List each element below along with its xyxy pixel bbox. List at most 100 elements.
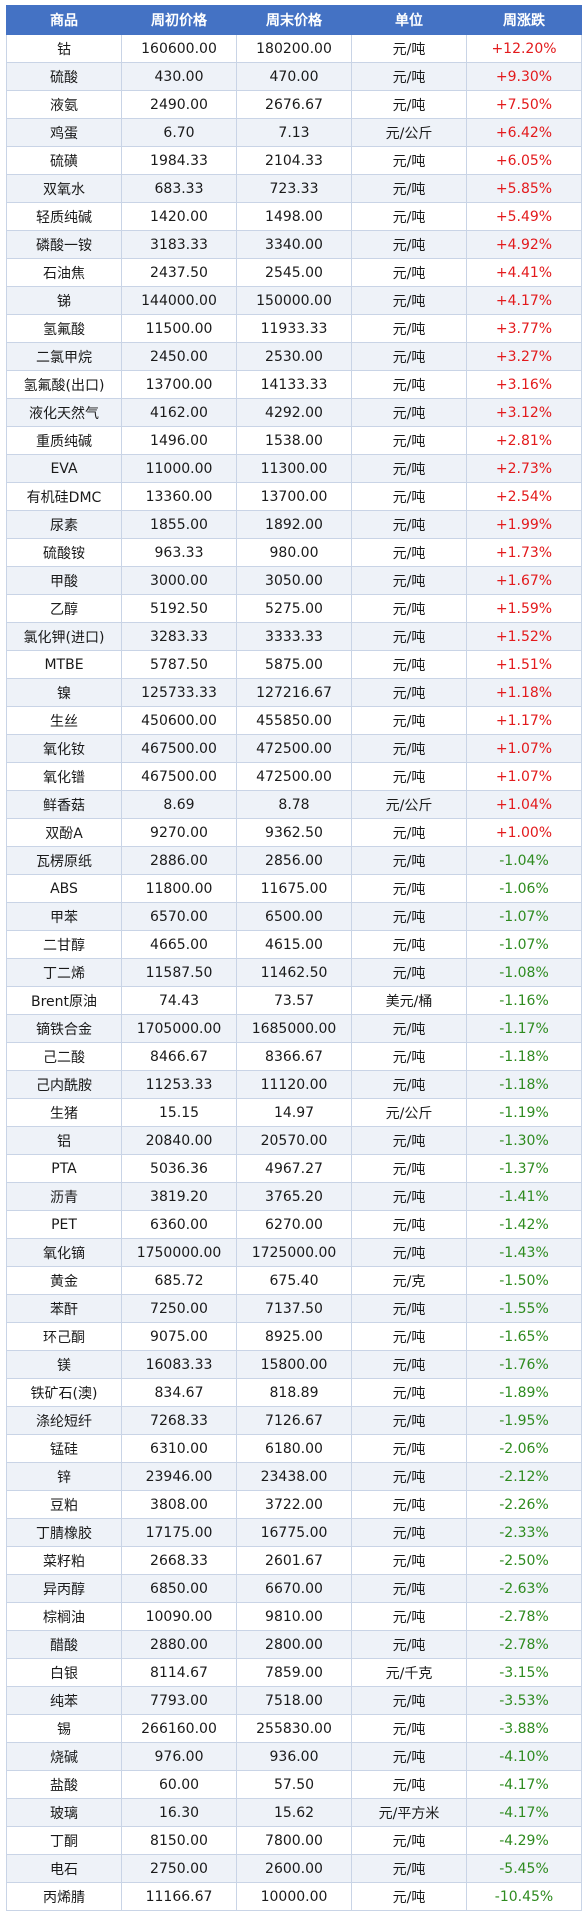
cell-weekly-change: +1.17% — [466, 706, 582, 735]
cell-unit: 元/吨 — [351, 510, 467, 539]
table-row: 醋酸 2880.00 2800.00 元/吨 -2.78% — [6, 1630, 582, 1659]
cell-commodity: MTBE — [6, 650, 122, 679]
cell-weekly-change: +5.49% — [466, 202, 582, 231]
cell-unit: 元/吨 — [351, 1350, 467, 1379]
cell-unit: 元/公斤 — [351, 790, 467, 819]
cell-unit: 元/吨 — [351, 1378, 467, 1407]
cell-weekly-change: -1.04% — [466, 846, 582, 875]
table-row: 双酚A 9270.00 9362.50 元/吨 +1.00% — [6, 818, 582, 847]
cell-week-start-price: 8.69 — [121, 790, 237, 819]
cell-weekly-change: +4.92% — [466, 230, 582, 259]
cell-commodity: 硫酸铵 — [6, 538, 122, 567]
cell-weekly-change: -1.17% — [466, 1014, 582, 1043]
cell-week-end-price: 11300.00 — [236, 454, 352, 483]
cell-week-end-price: 936.00 — [236, 1742, 352, 1771]
cell-commodity: 丁酮 — [6, 1826, 122, 1855]
cell-weekly-change: -5.45% — [466, 1854, 582, 1883]
cell-weekly-change: -2.26% — [466, 1490, 582, 1519]
table-row: ABS 11800.00 11675.00 元/吨 -1.06% — [6, 874, 582, 903]
cell-week-end-price: 11675.00 — [236, 874, 352, 903]
cell-unit: 元/吨 — [351, 538, 467, 567]
cell-weekly-change: +4.17% — [466, 286, 582, 315]
cell-week-start-price: 6850.00 — [121, 1574, 237, 1603]
cell-week-start-price: 683.33 — [121, 174, 237, 203]
cell-commodity: PET — [6, 1210, 122, 1239]
table-row: 电石 2750.00 2600.00 元/吨 -5.45% — [6, 1854, 582, 1883]
cell-weekly-change: +12.20% — [466, 34, 582, 63]
cell-week-end-price: 13700.00 — [236, 482, 352, 511]
cell-commodity: 氢氟酸(出口) — [6, 370, 122, 399]
table-row: 氧化镝 1750000.00 1725000.00 元/吨 -1.43% — [6, 1238, 582, 1267]
cell-weekly-change: +1.67% — [466, 566, 582, 595]
cell-unit: 元/吨 — [351, 1714, 467, 1743]
cell-commodity: 硫磺 — [6, 146, 122, 175]
cell-commodity: 有机硅DMC — [6, 482, 122, 511]
cell-commodity: 丙烯腈 — [6, 1882, 122, 1911]
cell-week-start-price: 3808.00 — [121, 1490, 237, 1519]
cell-unit: 元/吨 — [351, 1434, 467, 1463]
cell-unit: 元/吨 — [351, 1210, 467, 1239]
cell-unit: 元/吨 — [351, 1070, 467, 1099]
cell-unit: 元/吨 — [351, 846, 467, 875]
cell-weekly-change: -2.78% — [466, 1602, 582, 1631]
table-row: 丁腈橡胶 17175.00 16775.00 元/吨 -2.33% — [6, 1518, 582, 1547]
cell-commodity: 钴 — [6, 34, 122, 63]
table-row: 硫酸 430.00 470.00 元/吨 +9.30% — [6, 62, 582, 91]
cell-week-start-price: 4665.00 — [121, 930, 237, 959]
cell-weekly-change: -1.08% — [466, 958, 582, 987]
cell-commodity: 氧化镨 — [6, 762, 122, 791]
table-row: 丁二烯 11587.50 11462.50 元/吨 -1.08% — [6, 958, 582, 987]
cell-week-start-price: 13360.00 — [121, 482, 237, 511]
header-commodity: 商品 — [6, 5, 122, 35]
table-row: 锌 23946.00 23438.00 元/吨 -2.12% — [6, 1462, 582, 1491]
cell-weekly-change: -4.10% — [466, 1742, 582, 1771]
cell-unit: 元/吨 — [351, 34, 467, 63]
cell-commodity: 二氯甲烷 — [6, 342, 122, 371]
cell-week-start-price: 11500.00 — [121, 314, 237, 343]
cell-commodity: 液化天然气 — [6, 398, 122, 427]
cell-commodity: 沥青 — [6, 1182, 122, 1211]
cell-week-start-price: 17175.00 — [121, 1518, 237, 1547]
cell-unit: 元/吨 — [351, 1686, 467, 1715]
cell-weekly-change: +3.12% — [466, 398, 582, 427]
table-row: 己二酸 8466.67 8366.67 元/吨 -1.18% — [6, 1042, 582, 1071]
cell-commodity: 双氧水 — [6, 174, 122, 203]
cell-commodity: 双酚A — [6, 818, 122, 847]
cell-week-end-price: 4967.27 — [236, 1154, 352, 1183]
cell-commodity: 醋酸 — [6, 1630, 122, 1659]
cell-week-start-price: 8114.67 — [121, 1658, 237, 1687]
cell-weekly-change: -1.50% — [466, 1266, 582, 1295]
cell-week-end-price: 6180.00 — [236, 1434, 352, 1463]
cell-week-start-price: 6570.00 — [121, 902, 237, 931]
cell-unit: 元/吨 — [351, 706, 467, 735]
table-row: 氢氟酸(出口) 13700.00 14133.33 元/吨 +3.16% — [6, 370, 582, 399]
cell-unit: 元/吨 — [351, 1854, 467, 1883]
cell-weekly-change: -1.95% — [466, 1406, 582, 1435]
cell-week-end-price: 470.00 — [236, 62, 352, 91]
cell-unit: 元/吨 — [351, 1294, 467, 1323]
cell-week-end-price: 3722.00 — [236, 1490, 352, 1519]
table-row: 锑 144000.00 150000.00 元/吨 +4.17% — [6, 286, 582, 315]
cell-commodity: 磷酸一铵 — [6, 230, 122, 259]
cell-week-start-price: 60.00 — [121, 1770, 237, 1799]
table-row: 液氨 2490.00 2676.67 元/吨 +7.50% — [6, 90, 582, 119]
cell-commodity: 环己酮 — [6, 1322, 122, 1351]
cell-unit: 元/吨 — [351, 342, 467, 371]
cell-weekly-change: -1.43% — [466, 1238, 582, 1267]
cell-unit: 元/吨 — [351, 426, 467, 455]
cell-weekly-change: +1.07% — [466, 762, 582, 791]
cell-week-end-price: 15800.00 — [236, 1350, 352, 1379]
cell-week-end-price: 472500.00 — [236, 762, 352, 791]
cell-week-start-price: 6310.00 — [121, 1434, 237, 1463]
cell-week-end-price: 2104.33 — [236, 146, 352, 175]
cell-week-end-price: 7137.50 — [236, 1294, 352, 1323]
cell-week-start-price: 3283.33 — [121, 622, 237, 651]
cell-week-end-price: 2530.00 — [236, 342, 352, 371]
cell-week-start-price: 8150.00 — [121, 1826, 237, 1855]
cell-unit: 元/吨 — [351, 1770, 467, 1799]
cell-week-start-price: 9075.00 — [121, 1322, 237, 1351]
header-week-end-price: 周末价格 — [236, 5, 352, 35]
cell-commodity: 异丙醇 — [6, 1574, 122, 1603]
cell-week-end-price: 127216.67 — [236, 678, 352, 707]
cell-weekly-change: -1.18% — [466, 1070, 582, 1099]
